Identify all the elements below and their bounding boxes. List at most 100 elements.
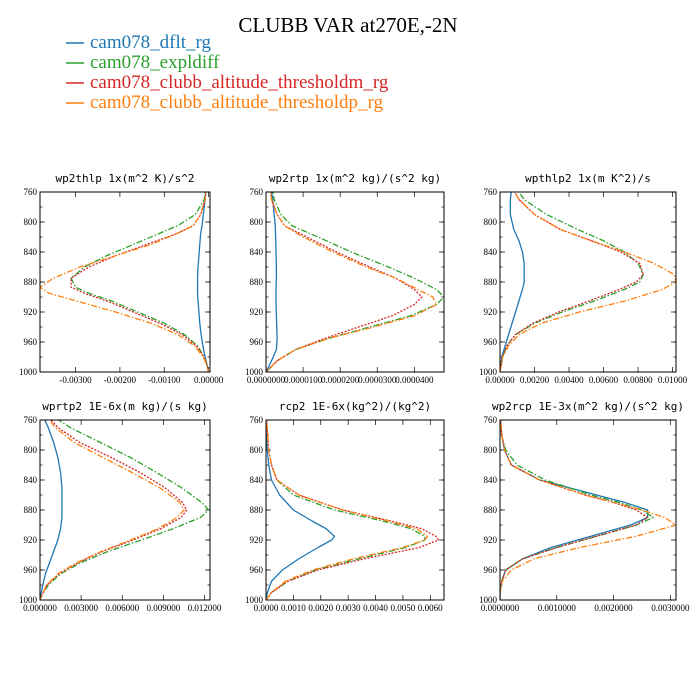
y-tick-label: 920 bbox=[484, 535, 498, 545]
series-group bbox=[40, 420, 210, 600]
plot-frame bbox=[265, 419, 445, 601]
panel-title: wp2rtp 1x(m^2 kg)/(s^2 kg) bbox=[269, 172, 441, 185]
plot-frame bbox=[499, 419, 677, 601]
x-tick-label: 0.0060 bbox=[418, 603, 443, 613]
series-line-cam078_expldiff bbox=[40, 420, 210, 600]
legend-entry: cam078_clubb_altitude_thresholdp_rg bbox=[90, 92, 384, 113]
plot-frame bbox=[499, 191, 677, 373]
panel-title: wpthlp2 1x(m K^2)/s bbox=[525, 172, 651, 185]
y-tick-label: 800 bbox=[484, 217, 498, 227]
x-tick-label: 0.00200 bbox=[520, 375, 550, 385]
y-tick-label: 960 bbox=[250, 565, 264, 575]
x-tick-label: 0.00600 bbox=[589, 375, 619, 385]
y-tick-label: 880 bbox=[24, 505, 38, 515]
panel-2: wp2rtp 1x(m^2 kg)/(s^2 kg) 760 800 840 880 92… bbox=[245, 172, 445, 385]
x-tick-label: 0.00000 bbox=[194, 375, 224, 385]
x-tick-label: 0.0020000 bbox=[594, 603, 633, 613]
x-tick-label: 0.0020 bbox=[308, 603, 333, 613]
series-line-cam078_clubb_altitude_thresholdp_rg bbox=[40, 192, 210, 372]
y-tick-label: 920 bbox=[250, 535, 264, 545]
series-line-cam078_expldiff bbox=[500, 192, 644, 372]
y-tick-label: 840 bbox=[24, 475, 38, 485]
y-tick-label: 960 bbox=[24, 565, 38, 575]
x-tick-label: 0.003000 bbox=[64, 603, 98, 613]
y-tick-label: 960 bbox=[24, 337, 38, 347]
panel-3: wpthlp2 1x(m K^2)/s 760 800 840 880 920 960 100… bbox=[479, 172, 688, 385]
x-tick-label: 0.0000000 bbox=[247, 375, 286, 385]
y-tick-label: 880 bbox=[484, 277, 498, 287]
x-tick-label: 0.0000400 bbox=[395, 375, 434, 385]
y-tick-label: 840 bbox=[484, 475, 498, 485]
plot-frame bbox=[39, 419, 211, 601]
legend: cam078_dflt_rgcam078_expldiffcam078_club… bbox=[66, 32, 389, 113]
x-tick-label: 0.012000 bbox=[188, 603, 222, 613]
y-tick-label: 760 bbox=[484, 415, 498, 425]
panel-title: wprtp2 1E-6x(m kg)/(s kg) bbox=[42, 400, 208, 413]
y-tick-label: 960 bbox=[484, 337, 498, 347]
x-tick-label: 0.00000 bbox=[485, 375, 515, 385]
series-line-cam078_dflt_rg bbox=[266, 420, 336, 600]
y-tick-label: 800 bbox=[24, 445, 38, 455]
y-tick-label: 760 bbox=[250, 415, 264, 425]
x-tick-label: 0.01000 bbox=[658, 375, 688, 385]
series-line-cam078_expldiff bbox=[500, 420, 654, 600]
series-line-cam078_dflt_rg bbox=[266, 192, 278, 372]
x-tick-label: 0.0030000 bbox=[651, 603, 690, 613]
x-tick-label: -0.00200 bbox=[104, 375, 137, 385]
y-tick-label: 760 bbox=[484, 187, 498, 197]
panel-1: wp2thlp 1x(m^2 K)/s^2 760 800 840 880 920 960 1… bbox=[19, 172, 224, 385]
y-tick-label: 760 bbox=[250, 187, 264, 197]
y-tick-label: 1000 bbox=[19, 595, 38, 605]
y-tick-label: 760 bbox=[24, 187, 38, 197]
y-tick-label: 800 bbox=[24, 217, 38, 227]
x-tick-label: 0.00400 bbox=[554, 375, 584, 385]
y-tick-label: 1000 bbox=[479, 595, 498, 605]
series-line-cam078_clubb_altitude_thresholdm_rg bbox=[40, 420, 188, 600]
figure-title: CLUBB VAR at270E,-2N bbox=[238, 13, 457, 37]
series-line-cam078_clubb_altitude_thresholdm_rg bbox=[500, 420, 649, 600]
chart-panels: wp2thlp 1x(m^2 K)/s^2 760 800 840 880 920 960 1… bbox=[19, 172, 690, 613]
series-line-cam078_expldiff bbox=[70, 192, 210, 372]
y-tick-label: 880 bbox=[484, 505, 498, 515]
series-line-cam078_clubb_altitude_thresholdm_rg bbox=[266, 192, 423, 372]
series-line-cam078_clubb_altitude_thresholdp_rg bbox=[266, 192, 438, 372]
x-tick-label: 0.009000 bbox=[147, 603, 181, 613]
y-tick-label: 840 bbox=[250, 475, 264, 485]
y-tick-label: 880 bbox=[250, 505, 264, 515]
x-tick-label: 0.006000 bbox=[105, 603, 139, 613]
legend-entry: cam078_expldiff bbox=[90, 52, 220, 73]
x-tick-label: 0.0010 bbox=[281, 603, 306, 613]
x-tick-label: 0.00800 bbox=[623, 375, 653, 385]
series-group bbox=[40, 192, 210, 372]
series-group bbox=[500, 420, 676, 600]
y-tick-label: 920 bbox=[250, 307, 264, 317]
legend-entry: cam078_clubb_altitude_thresholdm_rg bbox=[90, 72, 389, 93]
panel-4: wprtp2 1E-6x(m kg)/(s kg) 760 800 840 880 920… bbox=[19, 400, 222, 613]
series-line-cam078_clubb_altitude_thresholdm_rg bbox=[500, 192, 644, 372]
y-tick-label: 760 bbox=[24, 415, 38, 425]
x-tick-label: -0.00100 bbox=[148, 375, 181, 385]
y-tick-label: 920 bbox=[484, 307, 498, 317]
y-tick-label: 880 bbox=[24, 277, 38, 287]
series-line-cam078_clubb_altitude_thresholdm_rg bbox=[70, 192, 210, 372]
x-tick-label: 0.0030 bbox=[336, 603, 361, 613]
y-tick-label: 960 bbox=[484, 565, 498, 575]
x-tick-label: 0.0050 bbox=[391, 603, 416, 613]
series-group bbox=[500, 192, 676, 372]
y-tick-label: 960 bbox=[250, 337, 264, 347]
series-line-cam078_clubb_altitude_thresholdp_rg bbox=[500, 420, 676, 600]
panel-title: rcp2 1E-6x(kg^2)/(kg^2) bbox=[279, 400, 431, 413]
panel-6: wp2rcp 1E-3x(m^2 kg)/(s^2 kg) 760 800 840 88… bbox=[479, 400, 690, 613]
x-tick-label: 0.0000100 bbox=[284, 375, 323, 385]
y-tick-label: 840 bbox=[24, 247, 38, 257]
y-tick-label: 800 bbox=[250, 445, 264, 455]
y-tick-label: 800 bbox=[250, 217, 264, 227]
y-tick-label: 840 bbox=[250, 247, 264, 257]
x-tick-label: 0.0000300 bbox=[358, 375, 397, 385]
y-tick-label: 1000 bbox=[479, 367, 498, 377]
x-tick-label: 0.0010000 bbox=[538, 603, 577, 613]
series-line-cam078_clubb_altitude_thresholdp_rg bbox=[266, 420, 429, 600]
y-tick-label: 1000 bbox=[245, 367, 264, 377]
x-tick-label: 0.0040 bbox=[363, 603, 388, 613]
